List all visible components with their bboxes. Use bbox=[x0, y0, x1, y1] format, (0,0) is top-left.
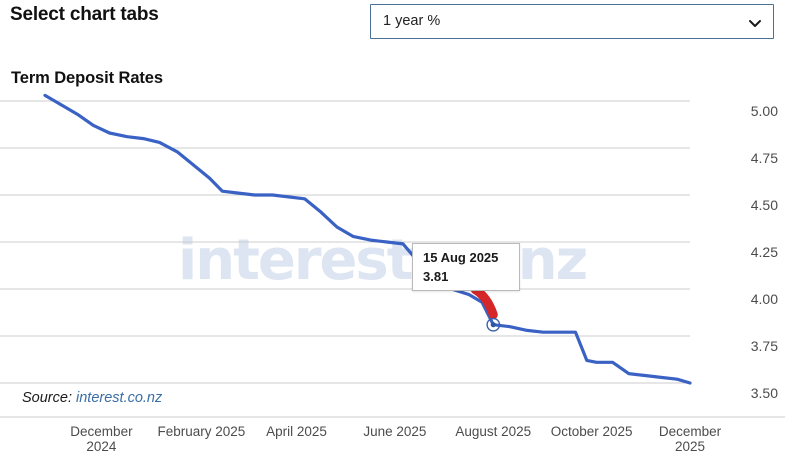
x-axis-tick-label: June 2025 bbox=[363, 424, 427, 439]
top-bar: Select chart tabs 1 year % bbox=[0, 0, 785, 47]
highlight-point-marker bbox=[486, 317, 501, 332]
tooltip-value: 3.81 bbox=[423, 269, 449, 284]
x-axis-tick-label: December 2024 bbox=[70, 424, 133, 454]
y-axis-tick-label: 3.75 bbox=[750, 338, 778, 354]
source-note: Source: interest.co.nz bbox=[22, 390, 162, 406]
source-prefix: Source: bbox=[22, 390, 72, 406]
y-axis-tick-label: 5.00 bbox=[750, 103, 778, 119]
y-axis-tick-label: 4.75 bbox=[750, 150, 778, 166]
x-axis-tick-label: April 2025 bbox=[266, 424, 327, 439]
x-axis-tick-label: February 2025 bbox=[157, 424, 246, 439]
chart-title: Term Deposit Rates bbox=[11, 69, 163, 87]
line-chart bbox=[0, 88, 785, 459]
y-axis-tick-label: 4.00 bbox=[750, 291, 778, 307]
source-link[interactable]: interest.co.nz bbox=[76, 390, 163, 406]
select-chart-tabs-label: Select chart tabs bbox=[10, 4, 159, 25]
chart-gridlines bbox=[0, 100, 690, 384]
tooltip-date: 15 Aug 2025 bbox=[423, 250, 499, 265]
chart-svg bbox=[0, 93, 785, 418]
y-axis-tick-label: 4.50 bbox=[750, 197, 778, 213]
red-annotation-stroke bbox=[470, 285, 498, 320]
y-axis-tick-label: 3.50 bbox=[750, 385, 778, 401]
series-line-1-year bbox=[43, 93, 692, 385]
x-axis-tick-label: August 2025 bbox=[455, 424, 532, 439]
x-axis-tick-label: October 2025 bbox=[550, 424, 633, 439]
period-select-value: 1 year % bbox=[383, 13, 441, 29]
y-axis-tick-label: 4.25 bbox=[750, 244, 778, 260]
chart-tooltip: 15 Aug 2025 3.81 bbox=[412, 243, 520, 291]
period-select[interactable]: 1 year % bbox=[370, 4, 774, 39]
x-axis-tick-label: December 2025 bbox=[658, 424, 722, 454]
chevron-down-icon bbox=[748, 16, 762, 30]
